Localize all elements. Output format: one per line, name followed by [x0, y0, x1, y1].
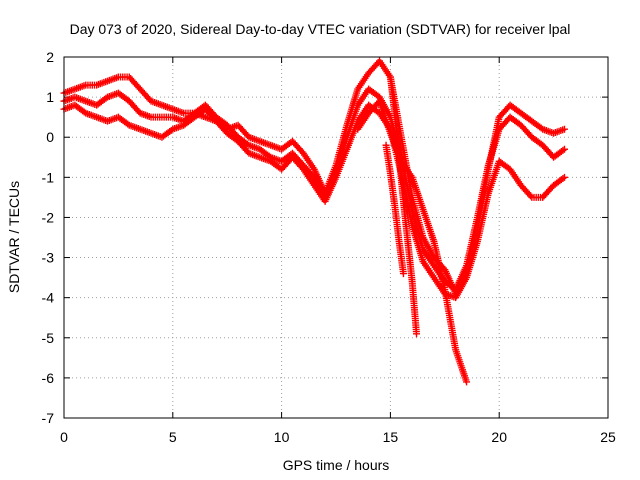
series-1 [60, 57, 568, 298]
data-point [560, 173, 568, 181]
y-tick-label: -3 [42, 250, 55, 266]
series-5 [382, 141, 407, 278]
grid-lines [64, 57, 608, 418]
x-tick-label: 15 [383, 429, 399, 445]
data-point [413, 330, 421, 338]
y-tick-label: 1 [46, 89, 54, 105]
data-point [463, 378, 471, 386]
series-4 [354, 97, 471, 386]
x-tick-label: 5 [169, 429, 177, 445]
chart-title: Day 073 of 2020, Sidereal Day-to-day VTE… [70, 21, 571, 37]
data-marks [60, 57, 568, 386]
y-tick-label: 0 [46, 129, 54, 145]
data-point [560, 125, 568, 133]
x-axis-label: GPS time / hours [283, 457, 390, 473]
data-point [399, 270, 407, 278]
x-tick-label: 20 [491, 429, 507, 445]
y-tick-label: -2 [42, 209, 55, 225]
data-point [526, 192, 534, 200]
x-tick-labels: 0 5 10 15 20 25 [60, 429, 616, 445]
y-tick-label: -1 [42, 169, 55, 185]
data-point [559, 146, 567, 154]
series-3 [60, 101, 568, 302]
y-tick-label: 2 [46, 49, 54, 65]
y-tick-label: -4 [42, 290, 55, 306]
y-tick-label: -6 [42, 370, 55, 386]
series-6 [386, 73, 421, 338]
y-tick-label: -7 [42, 410, 55, 426]
x-tick-label: 10 [274, 429, 290, 445]
x-tick-label: 0 [60, 429, 68, 445]
y-axis-label: SDTVAR / TECUs [6, 181, 22, 293]
data-point [560, 145, 568, 153]
y-tick-labels: 2 1 0 -1 -2 -3 -4 -5 -6 -7 [42, 49, 55, 426]
x-tick-label: 25 [600, 429, 616, 445]
plot-frame [63, 56, 609, 419]
data-point [559, 174, 567, 182]
axis-ticks [63, 56, 609, 419]
y-tick-label: -5 [42, 330, 55, 346]
